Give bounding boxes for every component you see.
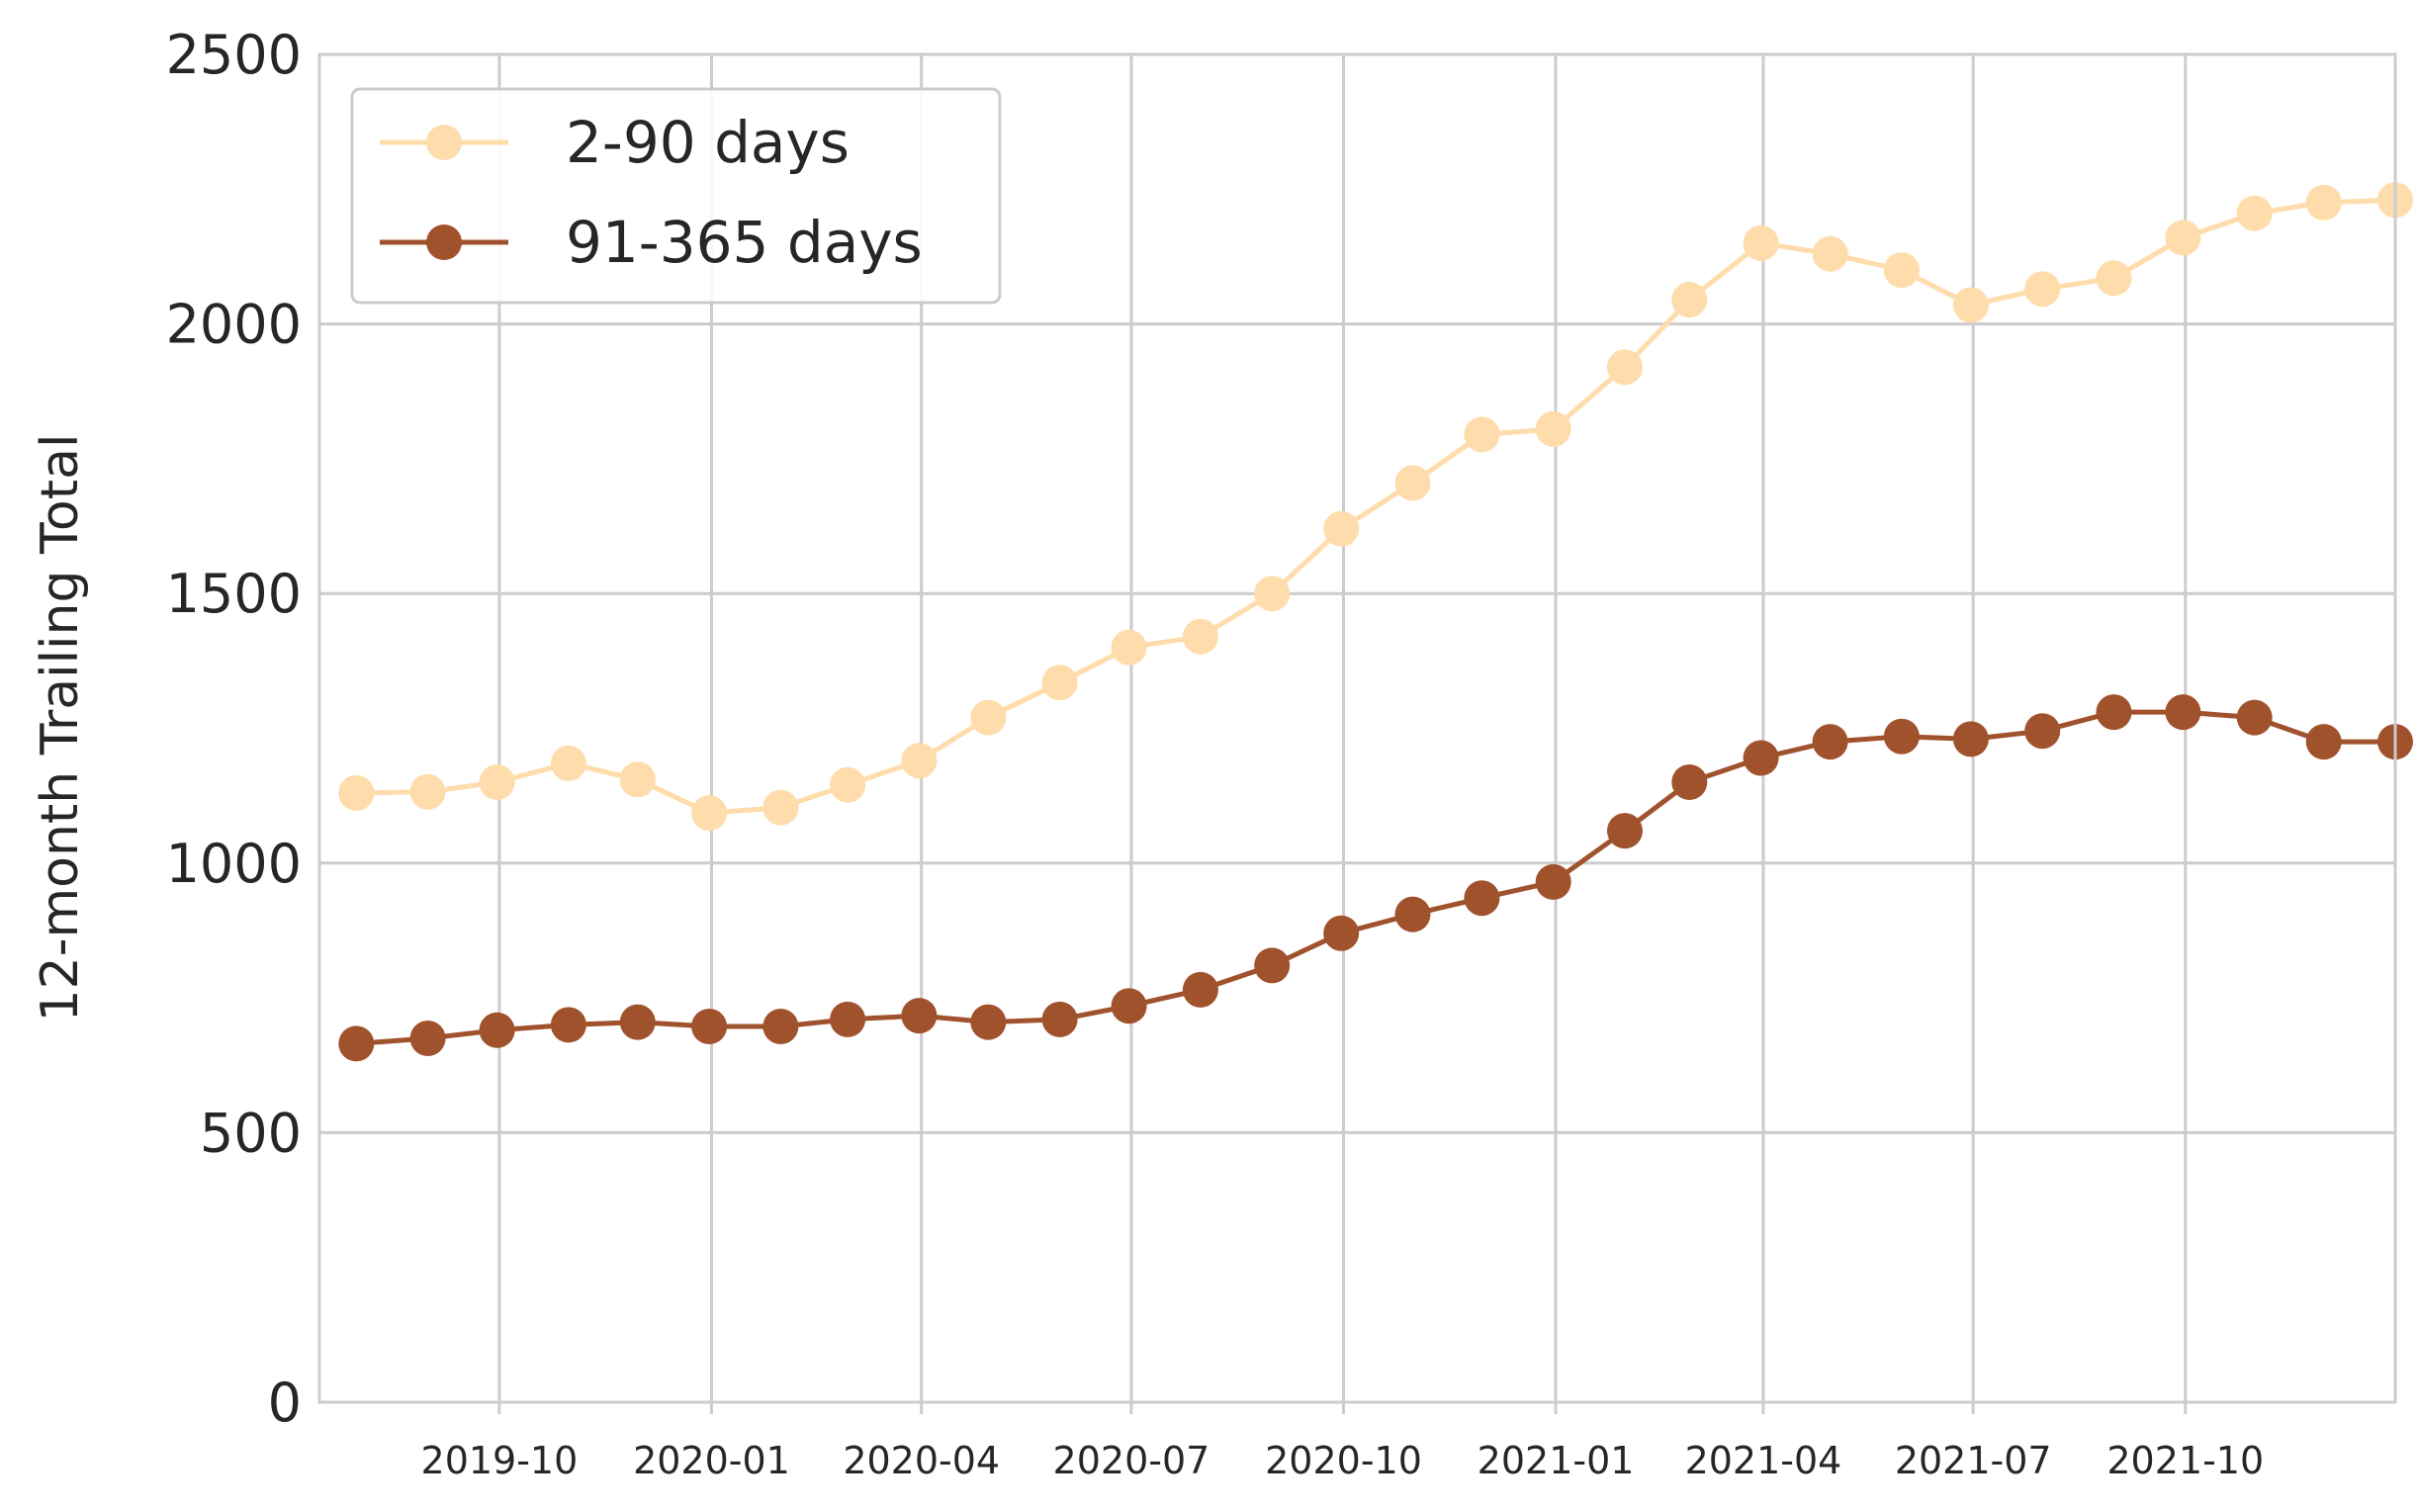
data-point-series-2 bbox=[1671, 764, 1708, 800]
data-point-series-2 bbox=[2024, 713, 2061, 750]
data-point-series-2 bbox=[762, 1009, 799, 1044]
data-point-series-2 bbox=[1111, 988, 1147, 1024]
y-tick-label: 2000 bbox=[166, 294, 302, 356]
data-point-series-2 bbox=[2165, 694, 2201, 731]
x-tick-label: 2019-10 bbox=[421, 1439, 579, 1482]
data-point-series-1 bbox=[1323, 510, 1360, 547]
x-tick-label: 2021-04 bbox=[1685, 1439, 1842, 1482]
data-point-series-1 bbox=[2165, 220, 2201, 256]
data-point-series-2 bbox=[1607, 813, 1643, 849]
data-point-series-1 bbox=[479, 764, 515, 800]
data-point-series-1 bbox=[1464, 416, 1500, 453]
data-point-series-1 bbox=[901, 743, 938, 779]
y-tick-label: 500 bbox=[200, 1102, 302, 1164]
data-point-series-1 bbox=[762, 789, 799, 826]
y-tick-label: 2500 bbox=[166, 24, 302, 86]
data-point-series-2 bbox=[409, 1021, 446, 1056]
data-point-series-1 bbox=[1535, 410, 1571, 447]
data-point-series-2 bbox=[1812, 724, 1848, 760]
data-point-series-2 bbox=[1743, 740, 1779, 776]
data-point-series-1 bbox=[970, 699, 1007, 736]
data-point-series-1 bbox=[2024, 271, 2061, 308]
data-point-series-1 bbox=[2305, 184, 2342, 221]
y-tick-labels: 0 500 1000 1500 2000 2500 bbox=[166, 24, 302, 1434]
data-point-series-2 bbox=[970, 1004, 1007, 1040]
data-point-series-2 bbox=[479, 1012, 515, 1048]
x-tick-label: 2020-10 bbox=[1265, 1439, 1422, 1482]
y-tick-label: 1000 bbox=[166, 833, 302, 895]
data-point-series-1 bbox=[1607, 349, 1643, 386]
data-point-series-1 bbox=[2236, 195, 2273, 231]
legend-box bbox=[350, 87, 1002, 305]
data-point-series-1 bbox=[830, 766, 866, 803]
x-tick-label: 2020-01 bbox=[633, 1439, 790, 1482]
data-point-series-1 bbox=[1394, 465, 1431, 501]
y-axis-label: 12-month Trailing Total bbox=[31, 434, 90, 1023]
data-point-series-1 bbox=[1671, 282, 1708, 318]
series-points bbox=[338, 182, 2413, 1062]
data-point-series-2 bbox=[1323, 915, 1360, 951]
data-point-series-1 bbox=[1952, 287, 1989, 323]
data-point-series-2 bbox=[550, 1007, 586, 1043]
legend-marker-2 bbox=[426, 224, 462, 260]
data-point-series-1 bbox=[1254, 576, 1291, 612]
data-point-series-1 bbox=[1111, 629, 1147, 666]
x-tick-label: 2021-07 bbox=[1895, 1439, 2052, 1482]
data-point-series-2 bbox=[1041, 1001, 1078, 1037]
data-point-series-1 bbox=[550, 745, 586, 781]
data-point-series-1 bbox=[1883, 252, 1920, 289]
data-point-series-1 bbox=[1743, 224, 1779, 261]
data-point-series-2 bbox=[1464, 880, 1500, 917]
data-point-series-2 bbox=[1182, 971, 1218, 1008]
data-point-series-1 bbox=[409, 773, 446, 810]
data-point-series-2 bbox=[619, 1004, 656, 1040]
data-point-series-1 bbox=[1812, 235, 1848, 272]
legend-item-1: 2-90 days bbox=[380, 109, 850, 176]
y-tick-label: 0 bbox=[268, 1372, 302, 1434]
legend-label-1: 2-90 days bbox=[566, 109, 850, 176]
data-point-series-2 bbox=[2305, 724, 2342, 760]
y-tick-label: 1500 bbox=[166, 563, 302, 625]
data-point-series-2 bbox=[1883, 718, 1920, 755]
x-tick-label: 2020-07 bbox=[1053, 1439, 1210, 1482]
data-point-series-1 bbox=[691, 795, 728, 832]
legend-marker-1 bbox=[426, 125, 462, 160]
data-point-series-2 bbox=[1254, 947, 1291, 984]
legend-item-2: 91-365 days bbox=[380, 209, 923, 276]
data-point-series-1 bbox=[338, 774, 375, 811]
data-point-series-2 bbox=[338, 1025, 375, 1062]
x-tick-label: 2021-01 bbox=[1477, 1439, 1635, 1482]
x-tick-label: 2020-04 bbox=[843, 1439, 1000, 1482]
data-point-series-2 bbox=[901, 998, 938, 1034]
data-point-series-2 bbox=[2236, 699, 2273, 736]
data-point-series-1 bbox=[619, 761, 656, 798]
data-point-series-1 bbox=[2096, 260, 2132, 297]
data-point-series-1 bbox=[1041, 665, 1078, 701]
data-point-series-2 bbox=[2096, 694, 2132, 731]
data-point-series-1 bbox=[1182, 618, 1218, 655]
x-tick-label: 2021-10 bbox=[2106, 1439, 2264, 1482]
data-point-series-2 bbox=[830, 1001, 866, 1037]
data-point-series-2 bbox=[1535, 863, 1571, 900]
data-point-series-2 bbox=[691, 1009, 728, 1044]
data-point-series-2 bbox=[1394, 896, 1431, 933]
plot-frame bbox=[317, 52, 2397, 1404]
x-tick-labels: 2019-10 2020-01 2020-04 2020-07 2020-10 2021-… bbox=[421, 1439, 2265, 1482]
data-point-series-2 bbox=[1952, 721, 1989, 757]
legend-label-2: 91-365 days bbox=[566, 209, 923, 276]
legend: 2-90 days 91-365 days bbox=[350, 87, 1002, 305]
